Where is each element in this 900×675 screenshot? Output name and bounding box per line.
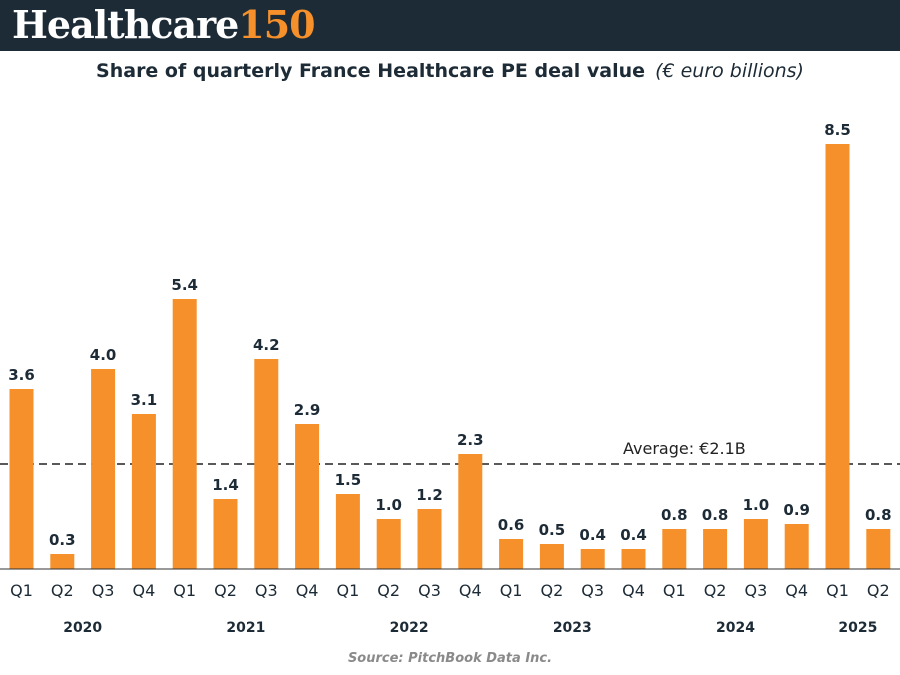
value-label-6: 4.2 [253, 336, 280, 354]
quarter-label-6: Q3 [255, 581, 278, 600]
quarter-label-21: Q2 [867, 581, 890, 600]
quarter-label-13: Q2 [541, 581, 564, 600]
value-label-0: 3.6 [8, 366, 35, 384]
quarter-label-3: Q4 [133, 581, 156, 600]
bar-8 [335, 494, 360, 569]
quarter-label-19: Q4 [785, 581, 808, 600]
bar-14 [580, 549, 605, 569]
source-note: Source: PitchBook Data Inc. [347, 651, 553, 666]
value-label-3: 3.1 [131, 391, 158, 409]
value-label-12: 0.6 [498, 516, 525, 534]
value-label-16: 0.8 [661, 506, 688, 524]
quarter-label-8: Q1 [337, 581, 360, 600]
quarter-label-5: Q2 [214, 581, 237, 600]
chart-subtitle: (€ euro billions) [655, 60, 804, 82]
value-label-18: 1.0 [743, 496, 770, 514]
bar-15 [621, 549, 646, 569]
bar-16 [662, 529, 687, 569]
quarter-label-11: Q4 [459, 581, 482, 600]
average-label: Average: €2.1B [623, 439, 746, 458]
brand-number: 150 [238, 2, 315, 47]
bar-0 [9, 389, 34, 569]
quarter-label-12: Q1 [500, 581, 523, 600]
year-label-5: 2025 [838, 620, 877, 636]
bar-10 [417, 509, 442, 569]
year-label-2: 2022 [390, 620, 429, 636]
brand-name: Healthcare [12, 2, 239, 47]
bar-2 [91, 369, 116, 569]
value-label-19: 0.9 [783, 501, 810, 519]
bar-11 [458, 454, 483, 569]
value-label-20: 8.5 [824, 121, 851, 139]
bar-7 [295, 424, 320, 569]
bar-6 [254, 359, 279, 569]
value-label-8: 1.5 [335, 471, 362, 489]
quarter-label-10: Q3 [418, 581, 441, 600]
value-label-11: 2.3 [457, 431, 484, 449]
chart-title: Share of quarterly France Healthcare PE … [96, 60, 646, 82]
quarter-label-7: Q4 [296, 581, 319, 600]
bar-13 [539, 544, 564, 569]
value-label-10: 1.2 [416, 486, 443, 504]
header-banner: Healthcare150 [0, 0, 900, 51]
value-label-14: 0.4 [579, 526, 606, 544]
bar-9 [376, 519, 401, 569]
quarter-label-9: Q2 [377, 581, 400, 600]
quarter-label-14: Q3 [581, 581, 604, 600]
value-label-15: 0.4 [620, 526, 647, 544]
bar-18 [743, 519, 768, 569]
quarter-label-2: Q3 [92, 581, 115, 600]
quarter-label-15: Q4 [622, 581, 645, 600]
bar-21 [866, 529, 891, 569]
bar-12 [499, 539, 524, 569]
bar-4 [172, 299, 197, 569]
bar-19 [784, 524, 809, 569]
quarter-label-17: Q2 [704, 581, 727, 600]
value-label-21: 0.8 [865, 506, 892, 524]
quarter-label-0: Q1 [10, 581, 33, 600]
value-label-13: 0.5 [539, 521, 566, 539]
value-label-7: 2.9 [294, 401, 321, 419]
quarter-label-20: Q1 [826, 581, 849, 600]
quarter-label-18: Q3 [745, 581, 768, 600]
bar-20 [825, 144, 850, 569]
chart-title-row: Share of quarterly France Healthcare PE … [0, 60, 900, 82]
brand-logo: Healthcare150 [12, 2, 316, 48]
bar-5 [213, 499, 238, 569]
quarter-label-16: Q1 [663, 581, 686, 600]
year-label-1: 2021 [226, 620, 265, 636]
bar-1 [50, 554, 75, 569]
value-label-9: 1.0 [375, 496, 402, 514]
value-label-1: 0.3 [49, 531, 76, 549]
value-label-17: 0.8 [702, 506, 729, 524]
value-label-4: 5.4 [171, 276, 198, 294]
value-label-5: 1.4 [212, 476, 239, 494]
quarter-label-4: Q1 [173, 581, 196, 600]
bar-17 [703, 529, 728, 569]
year-label-3: 2023 [553, 620, 592, 636]
value-label-2: 4.0 [90, 346, 117, 364]
year-label-0: 2020 [63, 620, 102, 636]
quarter-label-1: Q2 [51, 581, 74, 600]
bar-3 [131, 414, 156, 569]
year-label-4: 2024 [716, 620, 755, 636]
